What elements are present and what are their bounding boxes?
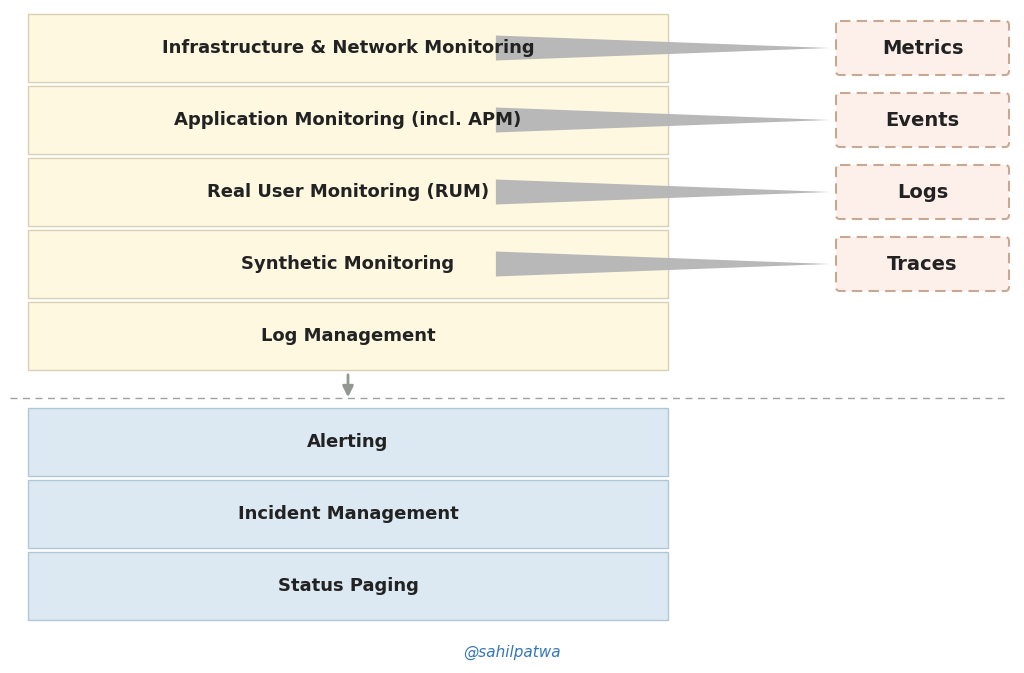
Bar — [28, 480, 668, 548]
Bar — [28, 230, 668, 298]
Bar — [28, 158, 668, 226]
Bar — [28, 552, 668, 620]
FancyBboxPatch shape — [836, 21, 1009, 75]
Bar — [28, 408, 668, 476]
Text: Metrics: Metrics — [882, 38, 964, 57]
Text: Traces: Traces — [887, 254, 957, 273]
Bar — [28, 14, 668, 82]
Bar — [28, 480, 668, 548]
Bar — [28, 408, 668, 476]
Bar — [28, 302, 668, 370]
Bar — [28, 86, 668, 154]
Text: Events: Events — [886, 110, 959, 129]
Text: Alerting: Alerting — [307, 433, 389, 451]
Text: @sahilpatwa: @sahilpatwa — [463, 645, 561, 660]
Bar — [28, 86, 668, 154]
Text: Application Monitoring (incl. APM): Application Monitoring (incl. APM) — [174, 111, 521, 129]
Bar — [28, 14, 668, 82]
Text: Infrastructure & Network Monitoring: Infrastructure & Network Monitoring — [162, 39, 535, 57]
Text: Log Management: Log Management — [261, 327, 435, 345]
Text: Status Paging: Status Paging — [278, 577, 419, 595]
Text: Real User Monitoring (RUM): Real User Monitoring (RUM) — [207, 183, 489, 201]
Bar — [28, 230, 668, 298]
Bar — [28, 158, 668, 226]
Text: Synthetic Monitoring: Synthetic Monitoring — [242, 255, 455, 273]
Text: Incident Management: Incident Management — [238, 505, 459, 523]
FancyBboxPatch shape — [836, 93, 1009, 147]
Text: Logs: Logs — [897, 182, 948, 201]
FancyBboxPatch shape — [836, 165, 1009, 219]
Bar — [28, 302, 668, 370]
Bar — [28, 552, 668, 620]
FancyBboxPatch shape — [836, 237, 1009, 291]
